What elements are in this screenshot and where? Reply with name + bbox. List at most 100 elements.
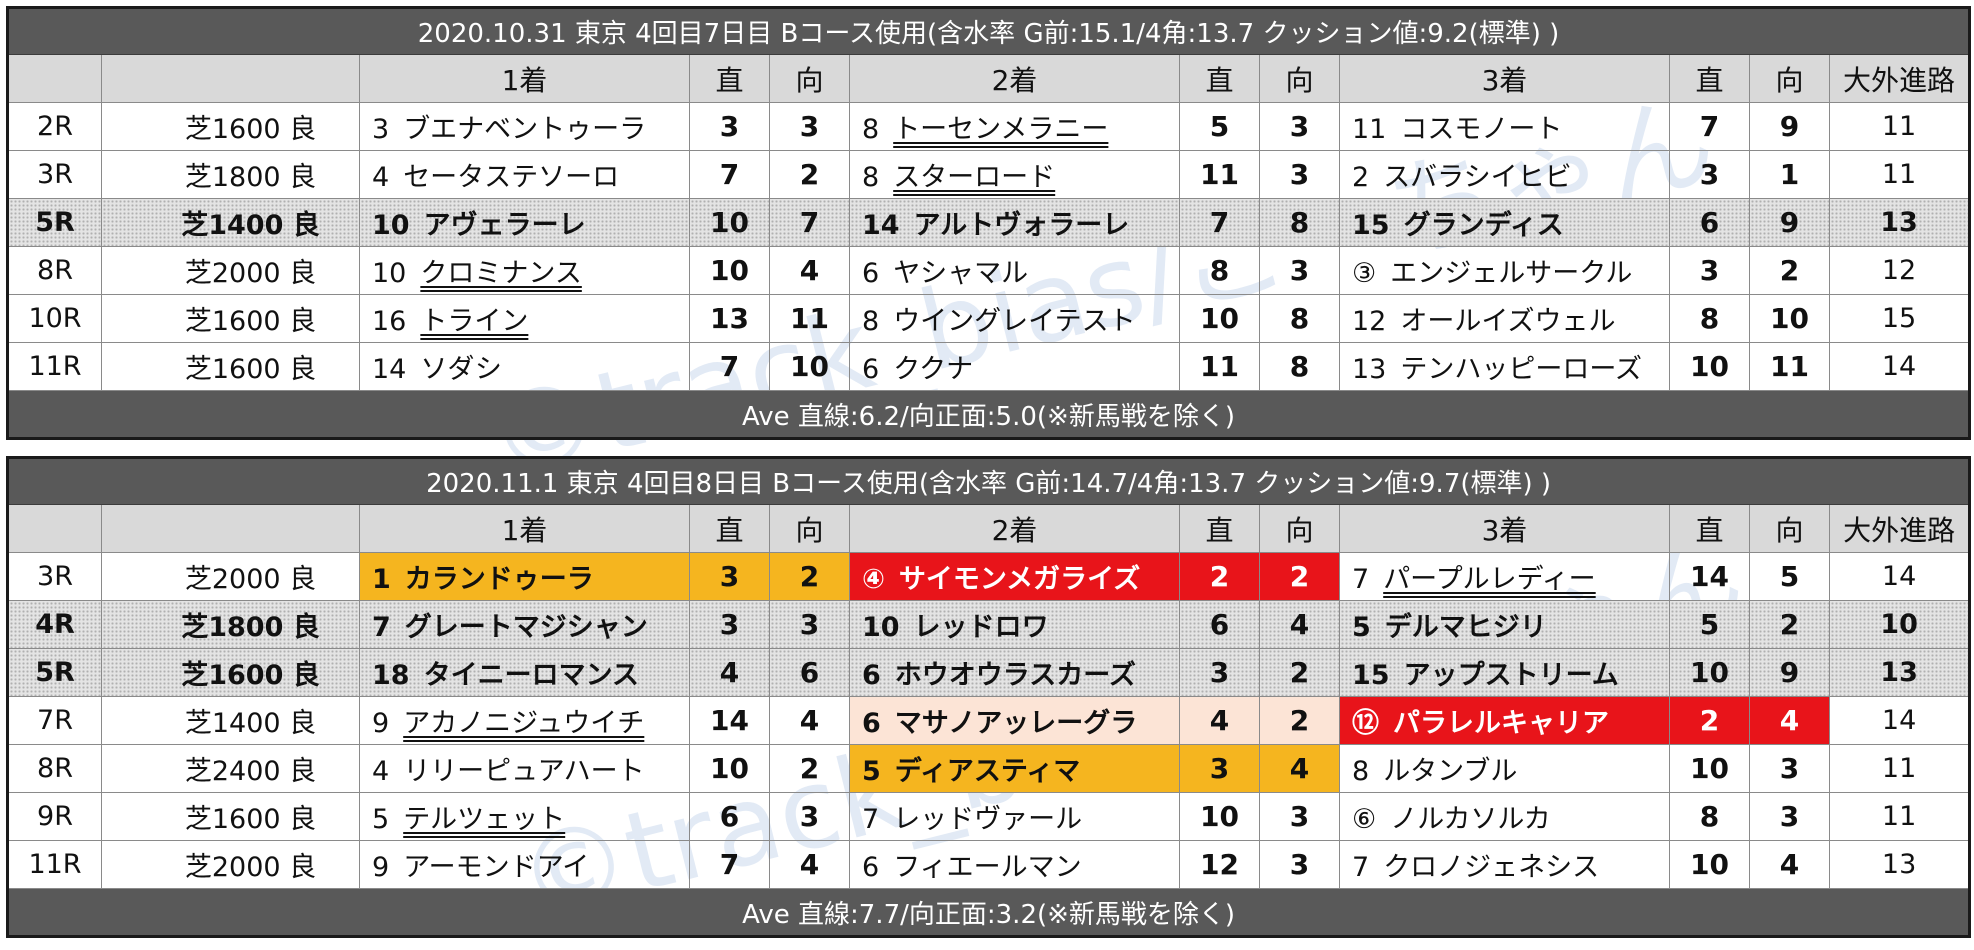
first-backstretch: 2: [769, 552, 850, 601]
second-backstretch: 3: [1259, 792, 1340, 841]
second-straight: 8: [1179, 246, 1260, 295]
second-backstretch: 3: [1259, 246, 1340, 295]
second-straight: 4: [1179, 696, 1260, 745]
third-place-cell: 2 スバラシイヒビ: [1339, 150, 1670, 199]
second-place-horse-name: ウイングレイテスト: [893, 306, 1136, 337]
column-header: 2着: [849, 54, 1180, 103]
course-info: 芝2000 良: [101, 840, 360, 889]
first-place-cell: 4 リリーピュアハート: [359, 744, 690, 793]
second-straight: 11: [1179, 150, 1260, 199]
third-backstretch: 2: [1749, 246, 1830, 295]
race-number: 8R: [7, 744, 102, 793]
second-place-horse-name: スターロード: [893, 162, 1056, 193]
column-header: 向: [1749, 504, 1830, 553]
first-place-horse-name: アカノニジュウイチ: [403, 708, 645, 739]
third-place-cell: 15 アップストリーム: [1339, 648, 1670, 697]
column-header: 直: [1179, 504, 1260, 553]
third-backstretch: 3: [1749, 744, 1830, 793]
table-footer-row: Ave 直線:7.7/向正面:3.2(※新馬戦を除く): [6, 888, 1971, 937]
column-header: 直: [1179, 54, 1260, 103]
second-straight: 10: [1179, 294, 1260, 343]
second-straight: 2: [1179, 552, 1260, 601]
second-backstretch: 3: [1259, 150, 1340, 199]
column-header: 直: [689, 54, 770, 103]
course-info: 芝1600 良: [101, 102, 360, 151]
third-place-post-number: 7: [1352, 564, 1370, 595]
first-place-horse-name: アヴェラーレ: [423, 210, 586, 241]
widest-path: 13: [1828, 648, 1971, 697]
first-place-cell: 5 テルツェット: [359, 792, 690, 841]
table-row: 8R 芝2400 良 4 リリーピュアハート 10 2 5 ディアスティマ 3 4 8 ルタンブル 10…: [7, 744, 1971, 793]
column-header: 向: [769, 504, 850, 553]
third-backstretch: 4: [1749, 840, 1830, 889]
column-header: 大外進路: [1828, 504, 1971, 553]
widest-path: 11: [1828, 744, 1971, 793]
widest-path: 11: [1828, 102, 1971, 151]
first-place-post-number: 5: [372, 804, 390, 835]
widest-path: 11: [1828, 150, 1971, 199]
course-info: 芝2000 良: [101, 246, 360, 295]
second-place-horse-name: レッドヴァール: [893, 804, 1083, 835]
first-backstretch: 3: [769, 600, 850, 649]
first-place-horse-name: ソダシ: [420, 354, 502, 385]
first-backstretch: 3: [769, 102, 850, 151]
third-place-post-number: 8: [1352, 756, 1370, 787]
race-number: 10R: [7, 294, 102, 343]
third-place-post-number: 11: [1352, 114, 1387, 145]
second-backstretch: 3: [1259, 102, 1340, 151]
first-straight: 10: [689, 198, 770, 247]
third-straight: 8: [1669, 294, 1750, 343]
third-place-horse-name: デルマヒジリ: [1384, 612, 1547, 643]
second-straight: 11: [1179, 342, 1260, 391]
third-straight: 3: [1669, 246, 1750, 295]
first-straight: 13: [689, 294, 770, 343]
column-header-row: 1着直向 2着直向 3着直向大外進路: [7, 504, 1971, 553]
third-place-post-number: ⑫: [1352, 708, 1379, 739]
table-header-row: 2020.11.1 東京 4回目8日目 Bコース使用(含水率 G前:14.7/4…: [6, 457, 1971, 505]
third-backstretch: 1: [1749, 150, 1830, 199]
third-straight: 10: [1669, 342, 1750, 391]
second-straight: 3: [1179, 648, 1260, 697]
race-number: 9R: [7, 792, 102, 841]
third-place-post-number: ③: [1352, 258, 1377, 289]
second-place-cell: 6 マサノアッレーグラ: [849, 696, 1180, 745]
third-place-horse-name: アップストリーム: [1403, 660, 1619, 691]
second-place-post-number: ④: [862, 564, 885, 595]
third-place-cell: ⑫ パラレルキャリア: [1339, 696, 1670, 745]
second-backstretch: 2: [1259, 696, 1340, 745]
second-backstretch: 4: [1259, 600, 1340, 649]
average-summary: Ave 直線:7.7/向正面:3.2(※新馬戦を除く): [6, 888, 1971, 937]
third-place-post-number: 5: [1352, 612, 1371, 643]
course-info: 芝1600 良: [101, 648, 360, 697]
course-info: 芝1800 良: [101, 600, 360, 649]
third-place-post-number: 7: [1352, 852, 1370, 883]
column-header: 3着: [1339, 504, 1670, 553]
widest-path: 14: [1828, 342, 1971, 391]
race-number: 3R: [7, 150, 102, 199]
first-backstretch: 4: [769, 840, 850, 889]
second-place-post-number: 6: [862, 852, 880, 883]
third-straight: 7: [1669, 102, 1750, 151]
first-backstretch: 11: [769, 294, 850, 343]
third-place-horse-name: ルタンブル: [1383, 756, 1518, 787]
first-backstretch: 2: [769, 150, 850, 199]
table-row: 11R 芝1600 良 14 ソダシ 7 10 6 ククナ 11 8 13 テンハッピーローズ 10 11…: [7, 342, 1971, 391]
second-place-post-number: 14: [862, 210, 900, 241]
second-place-post-number: 6: [862, 660, 881, 691]
widest-path: 14: [1828, 696, 1971, 745]
first-place-horse-name: タイニーロマンス: [423, 660, 640, 691]
first-place-cell: 7 グレートマジシャン: [359, 600, 690, 649]
first-place-cell: 14 ソダシ: [359, 342, 690, 391]
race-table-1: 2020.10.31 東京 4回目7日目 Bコース使用(含水率 G前:15.1/…: [6, 6, 1972, 440]
third-place-horse-name: パラレルキャリア: [1393, 708, 1609, 739]
second-place-post-number: 8: [862, 162, 880, 193]
column-header: [7, 504, 102, 553]
third-backstretch: 9: [1749, 102, 1830, 151]
second-backstretch: 8: [1259, 198, 1340, 247]
second-place-horse-name: フィエールマン: [893, 852, 1082, 883]
table-row: 4R 芝1800 良 7 グレートマジシャン 3 3 10 レッドロワ 6 4 5 デルマヒジリ 5 2 1…: [7, 600, 1971, 649]
first-place-post-number: 9: [372, 708, 390, 739]
third-place-post-number: 13: [1352, 354, 1387, 385]
second-place-horse-name: マサノアッレーグラ: [894, 708, 1138, 739]
first-place-horse-name: ブエナベントゥーラ: [403, 114, 647, 145]
